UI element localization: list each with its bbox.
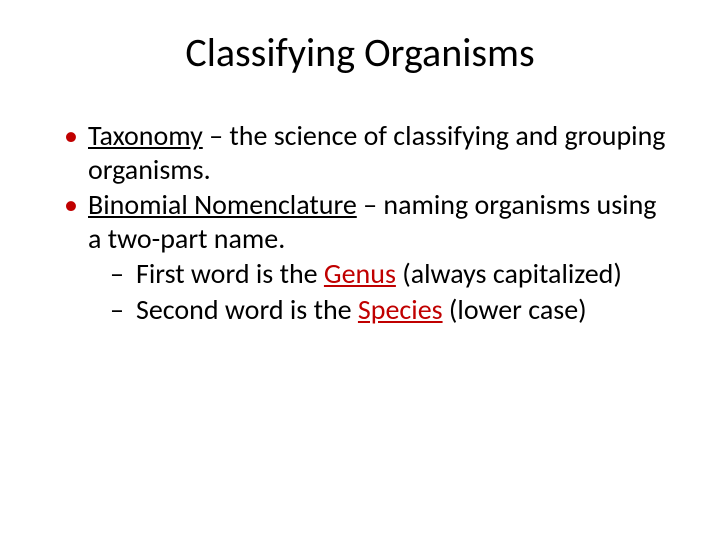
term-taxonomy: Taxonomy bbox=[88, 118, 203, 153]
sub-bullet-pre: First word is the bbox=[136, 256, 324, 291]
bullet-item: Binomial Nomenclature – naming organisms… bbox=[60, 188, 670, 326]
term-binomial: Binomial Nomenclature bbox=[88, 187, 357, 222]
slide-content: Taxonomy – the science of classifying an… bbox=[50, 119, 670, 327]
bullet-list: Taxonomy – the science of classifying an… bbox=[60, 119, 670, 327]
sub-bullet-list: First word is the Genus (always capitali… bbox=[88, 257, 670, 326]
slide-title: Classifying Organisms bbox=[50, 28, 670, 77]
term-species: Species bbox=[358, 292, 443, 327]
sub-bullet-item: Second word is the Species (lower case) bbox=[110, 293, 670, 327]
sub-bullet-post: (always capitalized) bbox=[396, 256, 622, 291]
term-genus: Genus bbox=[324, 256, 396, 291]
sub-bullet-pre: Second word is the bbox=[136, 292, 358, 327]
sub-bullet-item: First word is the Genus (always capitali… bbox=[110, 257, 670, 291]
sub-bullet-post: (lower case) bbox=[443, 292, 587, 327]
slide: Classifying Organisms Taxonomy – the sci… bbox=[0, 0, 720, 540]
bullet-item: Taxonomy – the science of classifying an… bbox=[60, 119, 670, 186]
